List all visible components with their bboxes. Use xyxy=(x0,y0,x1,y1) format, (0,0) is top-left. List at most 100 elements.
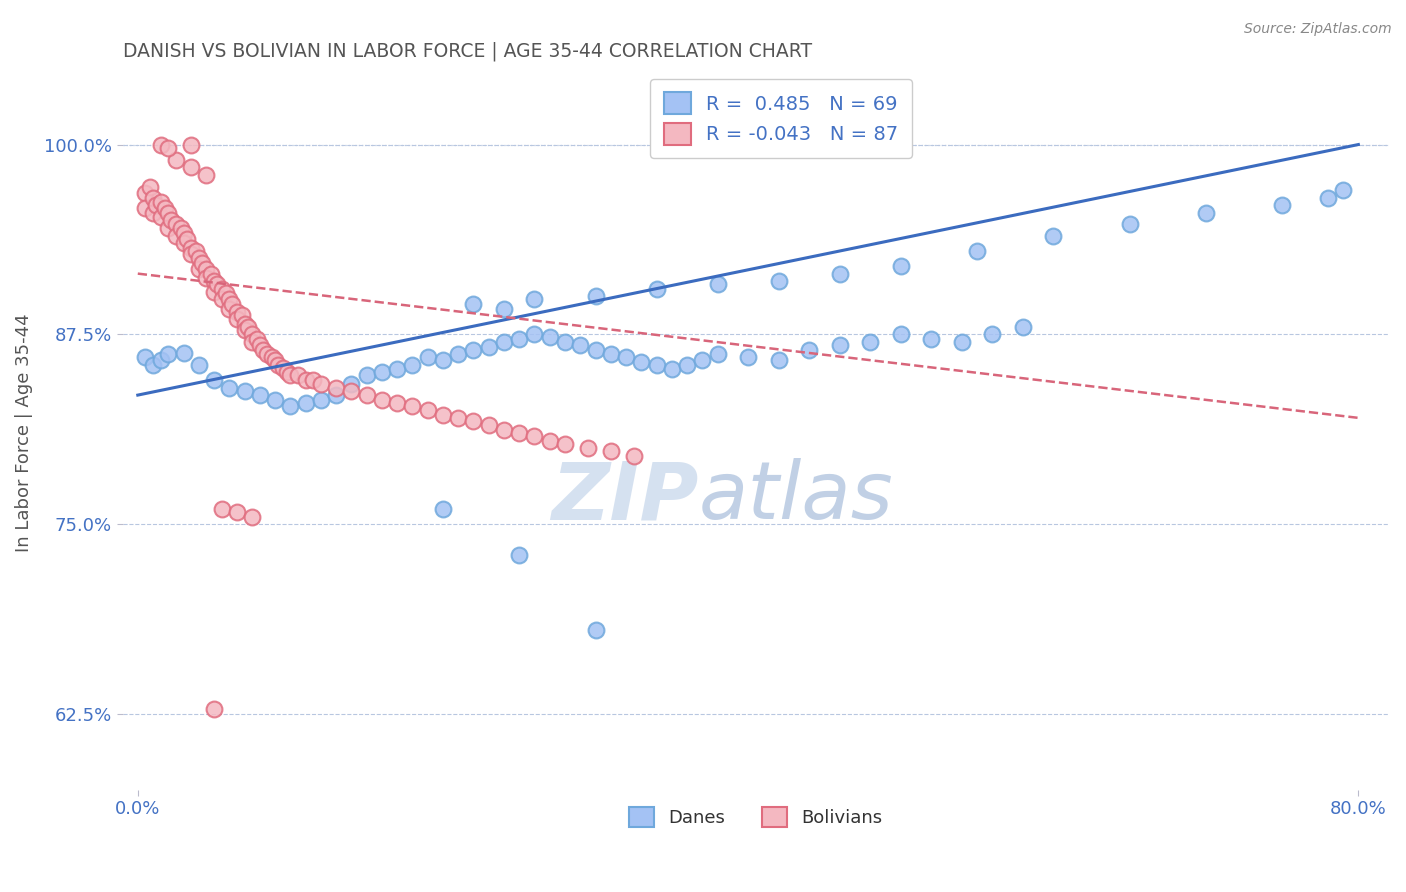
Point xyxy=(340,377,363,392)
Text: DANISH VS BOLIVIAN IN LABOR FORCE | AGE 35-44 CORRELATION CHART: DANISH VS BOLIVIAN IN LABOR FORCE | AGE … xyxy=(122,42,811,62)
Point xyxy=(187,252,209,266)
Point xyxy=(385,362,408,376)
Point xyxy=(202,285,225,299)
Point xyxy=(145,198,167,212)
Point xyxy=(492,301,515,316)
Point xyxy=(264,353,287,368)
Point xyxy=(447,347,470,361)
Point xyxy=(828,338,851,352)
Text: Source: ZipAtlas.com: Source: ZipAtlas.com xyxy=(1244,22,1392,37)
Point xyxy=(134,186,156,201)
Point xyxy=(211,282,233,296)
Point xyxy=(267,358,290,372)
Point xyxy=(202,373,225,387)
Point xyxy=(249,338,271,352)
Point xyxy=(585,289,607,303)
Point xyxy=(538,330,561,344)
Point xyxy=(309,377,332,392)
Point xyxy=(692,353,714,368)
Point xyxy=(890,259,912,273)
Point xyxy=(256,347,278,361)
Point xyxy=(340,384,363,398)
Point xyxy=(554,334,576,349)
Point xyxy=(576,442,599,456)
Point xyxy=(149,353,172,368)
Point xyxy=(218,301,240,316)
Point xyxy=(139,180,162,194)
Point xyxy=(191,256,214,270)
Point xyxy=(371,392,394,407)
Point xyxy=(737,350,759,364)
Point xyxy=(706,277,728,292)
Y-axis label: In Labor Force | Age 35-44: In Labor Force | Age 35-44 xyxy=(15,314,32,552)
Point xyxy=(661,362,683,376)
Point xyxy=(768,274,790,288)
Point xyxy=(797,343,820,357)
Point xyxy=(478,339,501,353)
Point xyxy=(180,247,202,261)
Point xyxy=(325,388,347,402)
Point xyxy=(149,211,172,225)
Point xyxy=(231,308,253,322)
Point xyxy=(614,350,637,364)
Point xyxy=(157,206,180,220)
Point xyxy=(173,226,195,240)
Point xyxy=(142,191,165,205)
Point xyxy=(280,399,302,413)
Point xyxy=(645,282,668,296)
Point xyxy=(569,338,592,352)
Point xyxy=(478,418,501,433)
Point xyxy=(599,444,621,458)
Point xyxy=(165,153,187,167)
Point xyxy=(416,403,439,417)
Point xyxy=(981,327,1004,342)
Point xyxy=(1042,228,1064,243)
Point xyxy=(233,323,256,337)
Point xyxy=(180,161,202,175)
Point xyxy=(523,327,546,342)
Point xyxy=(173,345,195,359)
Point xyxy=(246,332,269,346)
Point xyxy=(966,244,988,258)
Point xyxy=(200,267,222,281)
Point xyxy=(401,358,423,372)
Point xyxy=(828,267,851,281)
Point xyxy=(157,347,180,361)
Point xyxy=(463,297,485,311)
Point xyxy=(1271,198,1294,212)
Point xyxy=(554,436,576,450)
Point xyxy=(226,304,249,318)
Point xyxy=(221,297,243,311)
Point xyxy=(599,347,621,361)
Point xyxy=(706,347,728,361)
Point xyxy=(184,244,207,258)
Point xyxy=(233,317,256,331)
Point xyxy=(523,429,546,443)
Point xyxy=(169,221,191,235)
Point xyxy=(180,137,202,152)
Point xyxy=(1011,319,1033,334)
Point xyxy=(371,365,394,379)
Point xyxy=(463,343,485,357)
Point xyxy=(260,350,283,364)
Point xyxy=(165,217,187,231)
Point xyxy=(294,373,316,387)
Point xyxy=(180,241,202,255)
Point xyxy=(142,206,165,220)
Point xyxy=(187,262,209,277)
Point xyxy=(202,274,225,288)
Point xyxy=(211,293,233,307)
Point xyxy=(294,395,316,409)
Point xyxy=(416,350,439,364)
Point xyxy=(676,358,699,372)
Point xyxy=(950,334,973,349)
Point xyxy=(1195,206,1218,220)
Point xyxy=(623,449,645,463)
Point xyxy=(508,425,530,440)
Point xyxy=(356,368,378,383)
Point xyxy=(142,358,165,372)
Legend: Danes, Bolivians: Danes, Bolivians xyxy=(621,800,890,834)
Point xyxy=(356,388,378,402)
Point xyxy=(309,392,332,407)
Point xyxy=(226,505,249,519)
